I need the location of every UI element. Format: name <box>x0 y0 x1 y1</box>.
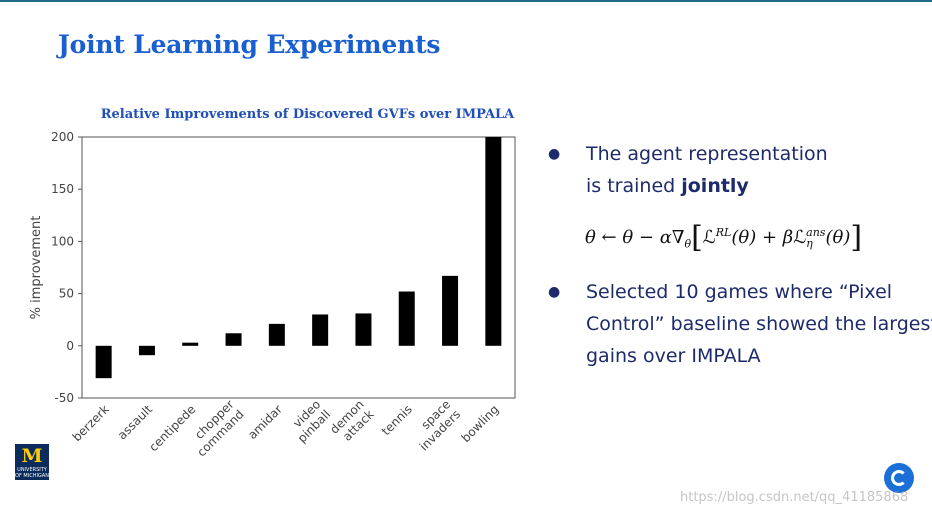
bullet-dot-icon: ● <box>548 146 561 162</box>
bar-assault <box>138 345 155 356</box>
bar-bowling <box>485 137 502 346</box>
x-tick-label: assault <box>115 402 155 442</box>
x-tick-label: berzerk <box>70 402 112 444</box>
x-tick-label: spaceinvaders <box>407 397 463 453</box>
top-accent-bar <box>0 0 932 2</box>
y-tick-label: 150 <box>51 182 74 196</box>
formula-open-bracket: [ <box>691 220 703 255</box>
bar-chopper-command <box>225 333 242 346</box>
bullet-item-games: ● Selected 10 games where “Pixel Control… <box>548 276 932 372</box>
bullet-text-bold: jointly <box>681 175 749 197</box>
logo-letter: M <box>21 445 43 467</box>
formula-sup-ans: ans <box>806 226 826 239</box>
university-logo: M UNIVERSITY OF MICHIGAN <box>15 444 49 480</box>
y-tick-label: 100 <box>51 234 74 248</box>
bar-centipede <box>182 342 199 346</box>
bar-chart: -50 0 50 100 150 200 % improvement berzerk assau… <box>29 130 516 459</box>
formula-loss-rl: ℒ <box>702 227 716 248</box>
x-tick-label: tennis <box>379 402 415 438</box>
bullet-text-normal: is trained <box>586 175 682 197</box>
formula-sup-rl: RL <box>715 226 732 239</box>
bar-demon-attack <box>355 313 372 346</box>
bar-berzerk <box>95 345 112 379</box>
bullet-text: Selected 10 games where “Pixel Control” … <box>586 281 932 367</box>
bullet-line-2: is trained jointly <box>586 170 932 202</box>
bullet-dot-icon: ● <box>548 284 561 300</box>
formula-lhs: θ ← θ − α∇ <box>585 227 685 248</box>
x-tick-label: choppercommand <box>184 397 246 459</box>
update-formula: θ ← θ − α∇θ[ℒRL(θ) + βℒ ans η (θ)] <box>585 220 862 255</box>
y-tick-label: -50 <box>54 391 74 405</box>
logo-subtext: UNIVERSITY OF MICHIGAN <box>15 467 49 479</box>
bullet-item-joint: ● The agent representation is trained jo… <box>548 138 932 202</box>
bar-video-pinball <box>312 314 329 346</box>
watermark: https://blog.csdn.net/qq_41185868 <box>680 490 909 505</box>
bar-amidar <box>268 323 285 346</box>
formula-sub-eta: η <box>806 237 813 250</box>
formula-mid: (θ) + β <box>731 227 794 248</box>
slide-title: Joint Learning Experiments <box>58 30 441 59</box>
formula-close-bracket: ] <box>850 220 863 255</box>
formula-loss-ans: ℒ <box>793 227 807 248</box>
bullet-line-1: The agent representation <box>586 143 828 165</box>
deepmind-logo-icon <box>884 463 914 493</box>
formula-end: (θ) <box>825 227 851 248</box>
bar-tennis <box>398 291 415 346</box>
x-tick-label: centipede <box>146 402 198 454</box>
x-tick-label: demonattack <box>327 397 376 446</box>
x-tick-label: bowling <box>459 402 502 445</box>
plot-frame <box>81 136 516 399</box>
y-tick-label: 50 <box>59 287 74 301</box>
y-tick-label: 200 <box>51 130 74 144</box>
x-tick-label: amidar <box>245 402 285 442</box>
y-tick-label: 0 <box>66 339 74 353</box>
y-axis-label: % improvement <box>29 216 44 320</box>
bar-space-invaders <box>442 275 459 346</box>
formula-sub-theta: θ <box>684 237 692 251</box>
chart-title: Relative Improvements of Discovered GVFs… <box>100 107 515 122</box>
x-tick-label: videopinball <box>285 397 333 445</box>
